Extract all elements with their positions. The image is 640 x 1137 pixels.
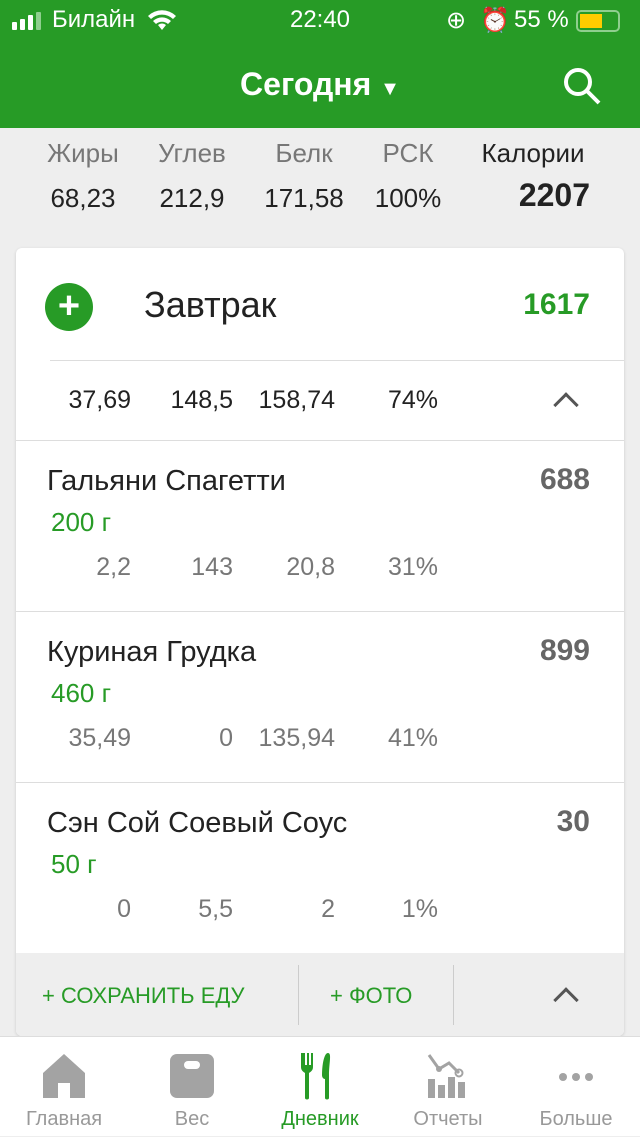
search-icon[interactable] <box>562 66 602 106</box>
calories-value: 2207 <box>518 177 590 213</box>
food-item[interactable]: Гальяни Спагетти 688 200 г 2,2 143 20,8 … <box>16 440 624 611</box>
food-calories: 899 <box>539 634 590 667</box>
food-protein: 135,94 <box>258 724 335 752</box>
chart-icon <box>427 1054 465 1098</box>
tab-bar: Главная Вес Дневник Отчеты Больше <box>0 1036 640 1136</box>
carbs-label: Углев <box>158 138 226 168</box>
food-fat: 35,49 <box>68 724 131 752</box>
rotation-lock-icon: ⊕ <box>446 7 467 34</box>
total-rdi: 74% <box>387 386 438 414</box>
divider <box>298 965 299 1025</box>
collapse-footer-chevron-icon[interactable] <box>553 987 579 1013</box>
scale-icon <box>170 1054 214 1098</box>
food-calories: 688 <box>539 463 590 496</box>
app-header: Билайн 22:40 ⊕ ⏰ 55 % Сегодня ▼ <box>0 0 640 128</box>
tab-label: Главная <box>25 1108 103 1130</box>
food-weight: 460 г <box>51 678 112 708</box>
tab-home[interactable]: Главная <box>0 1037 128 1137</box>
food-fat: 0 <box>117 895 131 923</box>
tab-label: Дневник <box>281 1108 359 1130</box>
food-protein: 20,8 <box>286 553 335 581</box>
food-name: Куриная Грудка <box>47 636 257 668</box>
fat-value: 68,23 <box>50 183 116 213</box>
rdi-label: РСК <box>382 138 434 168</box>
food-carbs: 5,5 <box>198 895 233 923</box>
collapse-chevron-icon[interactable] <box>553 392 579 418</box>
save-food-button[interactable]: + СОХРАНИТЬ ЕДУ <box>42 983 245 1008</box>
calories-label: Калории <box>481 138 585 168</box>
meal-calories: 1617 <box>523 288 590 321</box>
divider <box>453 965 454 1025</box>
daily-summary: Жиры 68,23 Углев 212,9 Белк 171,58 РСК 100% … <box>0 138 640 238</box>
tab-reports[interactable]: Отчеты <box>384 1037 512 1137</box>
wifi-icon <box>148 10 176 30</box>
tab-label: Вес <box>174 1108 210 1130</box>
total-protein: 158,74 <box>258 386 335 414</box>
alarm-icon: ⏰ <box>480 7 510 34</box>
carbs-value: 212,9 <box>159 183 225 213</box>
meal-footer: + СОХРАНИТЬ ЕДУ + ФОТО <box>16 953 624 1036</box>
dropdown-caret-icon: ▼ <box>380 78 400 100</box>
meal-title: Завтрак <box>144 284 277 325</box>
protein-value: 171,58 <box>264 183 344 213</box>
tab-weight[interactable]: Вес <box>128 1037 256 1137</box>
fork-knife-icon <box>301 1053 331 1100</box>
food-name: Гальяни Спагетти <box>47 465 286 497</box>
battery-percent: 55 % <box>514 6 569 33</box>
photo-button[interactable]: + ФОТО <box>330 983 413 1008</box>
meal-card-breakfast: + Завтрак 1617 37,69 148,5 158,74 74% Га… <box>16 248 624 1036</box>
food-rdi: 41% <box>387 724 438 752</box>
food-weight: 50 г <box>51 849 97 879</box>
tab-diary[interactable]: Дневник <box>256 1037 384 1137</box>
tab-label: Больше <box>539 1108 613 1130</box>
food-fat: 2,2 <box>96 553 131 581</box>
protein-label: Белк <box>275 138 333 168</box>
food-protein: 2 <box>321 895 335 923</box>
battery-icon <box>576 10 620 32</box>
page-title: Сегодня <box>240 66 372 102</box>
home-icon <box>43 1054 85 1098</box>
food-name: Сэн Сой Соевый Соус <box>47 807 348 839</box>
total-fat: 37,69 <box>68 386 131 414</box>
total-carbs: 148,5 <box>170 386 233 414</box>
food-weight: 200 г <box>51 507 112 537</box>
food-rdi: 1% <box>401 895 438 923</box>
more-icon <box>559 1073 593 1081</box>
clock: 22:40 <box>289 6 351 33</box>
food-calories: 30 <box>556 805 590 838</box>
carrier: Билайн <box>52 6 136 33</box>
fat-label: Жиры <box>47 138 119 168</box>
rdi-value: 100% <box>374 183 442 213</box>
divider <box>50 360 624 361</box>
food-rdi: 31% <box>387 553 438 581</box>
food-item[interactable]: Сэн Сой Соевый Соус 30 50 г 0 5,5 2 1% <box>16 782 624 953</box>
tab-more[interactable]: Больше <box>512 1037 640 1137</box>
food-carbs: 0 <box>219 724 233 752</box>
food-item[interactable]: Куриная Грудка 899 460 г 35,49 0 135,94 … <box>16 611 624 782</box>
food-carbs: 143 <box>191 553 233 581</box>
add-food-button[interactable]: + <box>45 283 93 331</box>
date-selector[interactable]: Сегодня ▼ <box>0 66 640 103</box>
tab-label: Отчеты <box>413 1108 483 1130</box>
signal-icon <box>12 12 41 30</box>
